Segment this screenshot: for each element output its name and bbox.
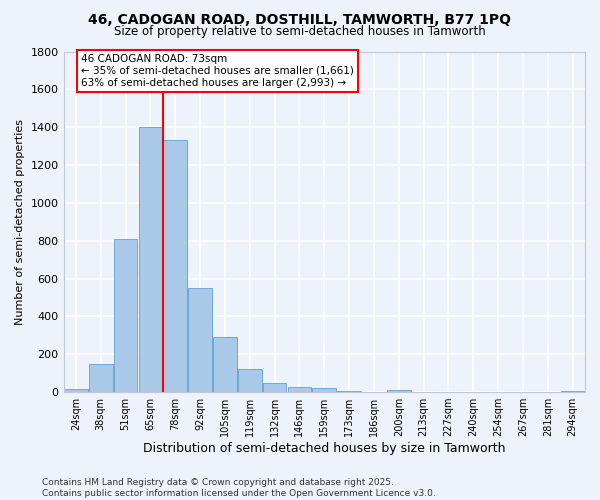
- Y-axis label: Number of semi-detached properties: Number of semi-detached properties: [15, 119, 25, 325]
- Bar: [313, 388, 336, 392]
- Text: Size of property relative to semi-detached houses in Tamworth: Size of property relative to semi-detach…: [114, 25, 486, 38]
- Bar: [64, 389, 88, 392]
- Bar: [114, 239, 137, 392]
- Bar: [561, 391, 584, 392]
- Bar: [263, 382, 286, 392]
- Bar: [287, 388, 311, 392]
- Bar: [89, 364, 113, 392]
- Bar: [163, 140, 187, 392]
- Text: 46, CADOGAN ROAD, DOSTHILL, TAMWORTH, B77 1PQ: 46, CADOGAN ROAD, DOSTHILL, TAMWORTH, B7…: [89, 12, 511, 26]
- Bar: [213, 337, 237, 392]
- X-axis label: Distribution of semi-detached houses by size in Tamworth: Distribution of semi-detached houses by …: [143, 442, 506, 455]
- Bar: [139, 127, 162, 392]
- Bar: [337, 391, 361, 392]
- Bar: [188, 288, 212, 392]
- Bar: [387, 390, 410, 392]
- Text: Contains HM Land Registry data © Crown copyright and database right 2025.
Contai: Contains HM Land Registry data © Crown c…: [42, 478, 436, 498]
- Text: 46 CADOGAN ROAD: 73sqm
← 35% of semi-detached houses are smaller (1,661)
63% of : 46 CADOGAN ROAD: 73sqm ← 35% of semi-det…: [81, 54, 354, 88]
- Bar: [238, 370, 262, 392]
